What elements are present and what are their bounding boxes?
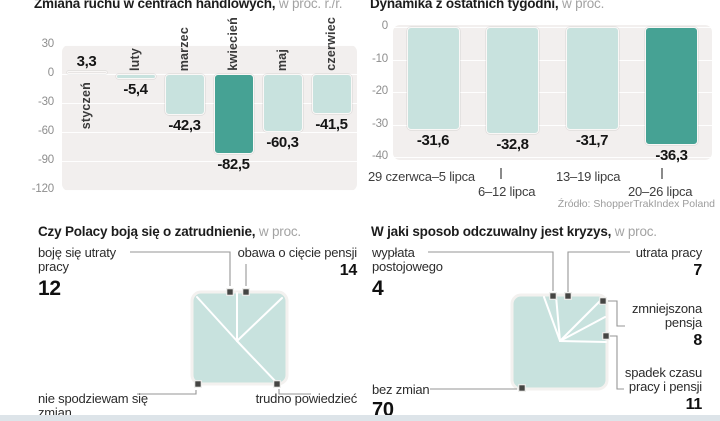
week-label-1: 29 czerwca–5 lipca: [368, 169, 475, 184]
mall-traffic-title: Zmiana ruchu w centrach handlowych, w pr…: [34, 0, 342, 11]
source-note: Źródło: ShopperTrakIndex Poland: [557, 198, 715, 210]
gridline: [62, 190, 357, 191]
bar: [486, 27, 539, 134]
segment-label-hard-to-say: trudno powiedzieć: [245, 391, 358, 406]
y-axis-tick-label: -90: [37, 154, 54, 166]
category-label: maj: [274, 48, 289, 71]
gridline: [62, 161, 357, 162]
employment-fear-title: Czy Polacy boją się o zatrudnienie, w pr…: [38, 224, 301, 239]
bar-value-label: -82,5: [217, 155, 250, 173]
crisis-impact-title-unit: w proc.: [614, 224, 657, 239]
bottom-strip: [0, 415, 720, 421]
bar: [164, 74, 205, 115]
bar: [115, 74, 156, 80]
segment-label-text: spadek czasu pracy i pensji: [624, 365, 702, 394]
bar: [565, 27, 619, 131]
segment-label-reduced-hours-pay: spadek czasu pracy i pensji 11: [616, 366, 702, 414]
bar-value-label: -32,8: [496, 135, 529, 153]
segment-label-text: wypłata postojowego: [372, 245, 443, 274]
y-axis-tick-label: -20: [371, 85, 388, 97]
gridline: [393, 124, 712, 126]
mall-traffic-plot: [62, 45, 357, 191]
segment-label-text: trudno powiedzieć: [255, 391, 358, 406]
bar: [311, 74, 352, 115]
segment-label-text: bez zmian: [372, 382, 430, 397]
y-axis-tick-label: 0: [381, 20, 388, 32]
y-axis-tick-label: -40: [371, 150, 388, 162]
segment-value: 8: [693, 332, 702, 349]
employment-segment-markers: [194, 288, 281, 388]
category-label: marzec: [176, 26, 191, 71]
bar-value-label: -36,3: [655, 146, 688, 164]
bar: [262, 74, 303, 133]
crisis-fan-lines: [543, 295, 607, 343]
crisis-square-area: [510, 293, 609, 391]
mall-traffic-title-unit: w proc. r./r.: [278, 0, 343, 11]
week-tick-2: [661, 168, 663, 179]
category-label: kwiecień: [225, 17, 240, 71]
weekly-dynamics-title-text: Dynamika z ostatnich tygodni,: [370, 0, 559, 11]
y-axis-tick-label: 0: [47, 67, 54, 79]
y-axis-tick-label: -30: [371, 117, 388, 130]
bar-value-label: -31,7: [575, 132, 609, 150]
segment-label-standstill-pay: wypłata postojowego 4: [372, 246, 476, 301]
gridline: [393, 59, 712, 61]
segment-label-fear-job-loss: boję się utraty pracy 12: [38, 246, 142, 301]
crisis-impact-title: W jaki sposob odczuwalny jest kryzys, w …: [371, 224, 657, 239]
category-label: czerwiec: [323, 17, 338, 71]
y-axis-tick-label: -10: [371, 52, 388, 65]
bar: [213, 74, 254, 154]
gridline: [62, 74, 357, 75]
segment-label-text: utrata pracy: [635, 245, 702, 260]
crisis-segment-markers: [518, 292, 610, 392]
segment-label-pay-cut-fear: obawa o cięcie pensji 14: [215, 245, 358, 280]
employment-fear-title-text: Czy Polacy boją się o zatrudnienie,: [38, 224, 256, 239]
bar-value-label: -5,4: [123, 81, 148, 99]
crisis-impact-title-text: W jaki sposob odczuwalny jest kryzys,: [371, 224, 612, 239]
bar: [406, 27, 460, 130]
week-label-3: 13–19 lipca: [556, 169, 621, 184]
bar: [66, 70, 107, 74]
weekly-dynamics-title: Dynamika z ostatnich tygodni, w proc.: [370, 0, 604, 11]
gridline: [62, 132, 357, 133]
segment-value: 12: [38, 277, 61, 300]
segment-value: 7: [693, 262, 702, 279]
segment-label-text: obawa o cięcie pensji: [237, 245, 358, 260]
segment-label-reduced-pay: zmniejszona pensja 8: [620, 302, 702, 350]
category-label: luty: [127, 47, 142, 71]
segment-value: 14: [339, 262, 358, 279]
employment-fear-title-unit: w proc.: [258, 224, 301, 239]
mall-traffic-title-text: Zmiana ruchu w centrach handlowych,: [34, 0, 276, 11]
segment-label-text: boję się utraty pracy: [38, 245, 116, 274]
week-label-4: 20–26 lipca: [628, 184, 693, 199]
y-axis-tick-label: -60: [37, 125, 54, 137]
weekly-dynamics-title-unit: w proc.: [562, 0, 605, 11]
bar-value-label: -60,3: [266, 134, 299, 152]
employment-fan-lines: [196, 292, 283, 384]
bar-value-label: -41,5: [315, 116, 348, 134]
category-label: styczeń: [78, 82, 93, 130]
gridline: [393, 27, 712, 28]
segment-label-job-loss: utrata pracy 7: [580, 245, 703, 280]
gridline: [62, 103, 357, 104]
gridline: [62, 44, 357, 46]
week-label-2: 6–12 lipca: [478, 184, 536, 199]
y-axis-tick-label: 30: [41, 37, 55, 50]
gridline: [393, 157, 712, 158]
week-tick-1: [500, 168, 502, 179]
segment-label-text: zmniejszona pensja: [631, 301, 702, 330]
y-axis-tick-label: -120: [31, 183, 54, 195]
bar-value-label: 3,3: [76, 52, 97, 70]
bar: [645, 27, 698, 145]
y-axis-tick-label: -30: [37, 96, 54, 108]
gridline: [393, 92, 712, 93]
bar-value-label: -42,3: [168, 116, 201, 134]
segment-value: 4: [372, 277, 384, 300]
employment-square-area: [190, 290, 289, 386]
segment-value: 11: [685, 396, 703, 413]
bar-value-label: -31,6: [416, 131, 450, 149]
